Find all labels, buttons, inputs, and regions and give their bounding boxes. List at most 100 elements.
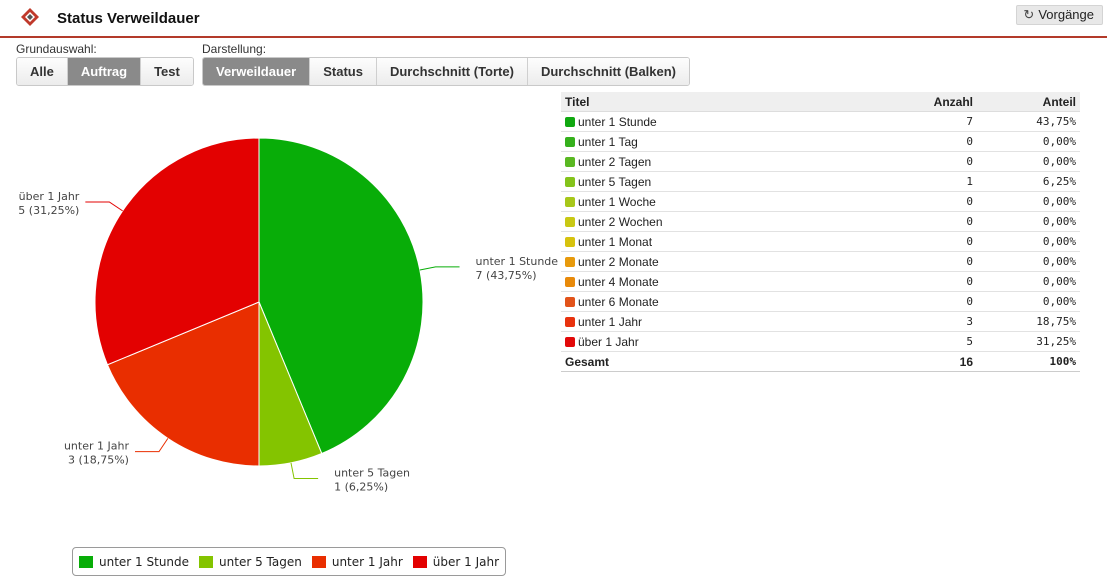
row-title: über 1 Jahr xyxy=(578,334,639,349)
pie-slice[interactable] xyxy=(94,137,260,366)
pie-label-value: 1 (6,25%) xyxy=(334,481,388,494)
table-row: unter 2 Tagen 0 0,00% xyxy=(561,151,1080,172)
verweildauer-table: Titel Anzahl Anteil unter 1 Stunde 7 43,75… xyxy=(561,92,1080,372)
pie-leader-line xyxy=(134,438,169,453)
cell-anzahl: 0 xyxy=(869,131,977,152)
cell-titel: unter 2 Wochen xyxy=(561,211,869,232)
row-title: unter 2 Monate xyxy=(578,254,659,269)
column-header-anzahl: Anzahl xyxy=(869,92,977,112)
page-title: Status Verweildauer xyxy=(57,10,200,27)
cell-anteil: 0,00% xyxy=(977,291,1080,312)
cell-anteil: 0,00% xyxy=(977,231,1080,252)
pie-slice[interactable] xyxy=(106,301,260,467)
legend-swatch xyxy=(311,555,326,568)
app-logo-icon xyxy=(21,8,39,26)
row-title: unter 5 Tagen xyxy=(578,174,652,189)
darstellung-label: Darstellung: xyxy=(202,42,267,56)
row-title: unter 2 Wochen xyxy=(578,214,663,229)
table-row: unter 1 Tag 0 0,00% xyxy=(561,131,1080,152)
pie-label-name: unter 1 Stunde xyxy=(476,255,559,268)
table-row: unter 2 Wochen 0 0,00% xyxy=(561,211,1080,232)
vorgaenge-button[interactable]: ↻ Vorgänge xyxy=(1016,5,1103,25)
cell-anteil: 18,75% xyxy=(977,311,1080,332)
row-title: unter 1 Monat xyxy=(578,234,653,249)
darstellung-option-durchschnitt-torte[interactable]: Durchschnitt (Torte) xyxy=(376,58,528,85)
color-swatch xyxy=(565,156,575,167)
table-header-row: Titel Anzahl Anteil xyxy=(561,92,1080,112)
cell-titel: unter 1 Monat xyxy=(561,231,869,252)
color-swatch xyxy=(565,276,575,287)
legend-item[interactable]: unter 1 Stunde xyxy=(79,555,189,569)
darstellung-option-verweildauer[interactable]: Verweildauer xyxy=(203,58,311,85)
grundauswahl-option-auftrag[interactable]: Auftrag xyxy=(67,58,142,85)
cell-anzahl: 3 xyxy=(869,311,977,332)
color-swatch xyxy=(565,196,575,207)
table-row: unter 1 Stunde 7 43,75% xyxy=(561,111,1080,132)
cell-titel: unter 4 Monate xyxy=(561,271,869,292)
legend-item[interactable]: unter 5 Tagen xyxy=(199,555,302,569)
cell-anteil: 0,00% xyxy=(977,131,1080,152)
cell-anteil: 0,00% xyxy=(977,211,1080,232)
darstellung-selector: Verweildauer Status Durchschnitt (Torte)… xyxy=(202,57,691,86)
page-header: Status Verweildauer ↻ Vorgänge xyxy=(0,0,1107,38)
row-title: unter 1 Jahr xyxy=(578,314,643,329)
table-row: unter 2 Monate 0 0,00% xyxy=(561,251,1080,272)
legend-swatch xyxy=(412,555,427,568)
cell-anzahl: 7 xyxy=(869,111,977,132)
legend-label: unter 5 Tagen xyxy=(219,554,302,569)
darstellung-option-status[interactable]: Status xyxy=(310,58,377,85)
cell-anzahl: 0 xyxy=(869,251,977,272)
row-title: unter 4 Monate xyxy=(578,274,659,289)
row-title: unter 2 Tagen xyxy=(578,154,652,169)
legend-swatch xyxy=(79,555,93,568)
legend-label: über 1 Jahr xyxy=(432,554,500,569)
cell-anteil: 31,25% xyxy=(977,331,1080,352)
cell-anzahl: 0 xyxy=(869,151,977,172)
legend-label: unter 1 Stunde xyxy=(99,554,190,569)
cell-anteil: 43,75% xyxy=(977,111,1080,132)
table-row: über 1 Jahr 5 31,25% xyxy=(561,331,1080,352)
pie-label-value: 3 (18,75%) xyxy=(68,454,129,467)
legend-label: unter 1 Jahr xyxy=(331,554,403,569)
cell-titel: unter 1 Stunde xyxy=(561,111,869,132)
cell-titel: unter 1 Jahr xyxy=(561,311,869,332)
legend-item[interactable]: über 1 Jahr xyxy=(412,554,500,569)
pie-label-value: 5 (31,25%) xyxy=(18,204,79,217)
table-row: unter 4 Monate 0 0,00% xyxy=(561,271,1080,292)
cell-anteil: 0,00% xyxy=(977,271,1080,292)
table-row: unter 1 Monat 0 0,00% xyxy=(561,231,1080,252)
row-title: unter 1 Tag xyxy=(578,134,638,149)
cell-titel: unter 6 Monate xyxy=(561,291,869,312)
cell-anzahl: 0 xyxy=(869,191,977,212)
color-swatch xyxy=(565,296,575,307)
color-swatch xyxy=(565,116,575,127)
cell-titel: unter 1 Woche xyxy=(561,191,869,212)
table-row: unter 1 Jahr 3 18,75% xyxy=(561,311,1080,332)
legend-swatch xyxy=(199,555,214,568)
cell-anteil: 0,00% xyxy=(977,251,1080,272)
pie-slice[interactable] xyxy=(258,137,424,455)
darstellung-option-durchschnitt-balken[interactable]: Durchschnitt (Balken) xyxy=(527,58,690,85)
cell-anteil: 6,25% xyxy=(977,171,1080,192)
cell-anzahl: 1 xyxy=(869,171,977,192)
table-row: unter 5 Tagen 1 6,25% xyxy=(561,171,1080,192)
cell-anzahl: 0 xyxy=(869,211,977,232)
column-header-anteil: Anteil xyxy=(977,92,1080,112)
table-row: unter 1 Woche 0 0,00% xyxy=(561,191,1080,212)
grundauswahl-option-test[interactable]: Test xyxy=(141,58,193,85)
cell-titel: über 1 Jahr xyxy=(561,331,869,352)
legend-item[interactable]: unter 1 Jahr xyxy=(311,554,403,569)
cell-titel: unter 2 Tagen xyxy=(561,151,869,172)
row-title: unter 1 Stunde xyxy=(578,114,657,129)
column-header-titel: Titel xyxy=(561,92,869,112)
color-swatch xyxy=(565,316,575,327)
pie-label-value: 7 (43,75%) xyxy=(476,269,537,282)
grundauswahl-option-alle[interactable]: Alle xyxy=(17,58,68,85)
table-row: unter 6 Monate 0 0,00% xyxy=(561,291,1080,312)
row-title: unter 6 Monate xyxy=(578,294,659,309)
grundauswahl-label: Grundauswahl: xyxy=(16,42,97,56)
cell-titel: unter 1 Tag xyxy=(561,131,869,152)
total-count: 16 xyxy=(869,351,977,372)
cell-anzahl: 0 xyxy=(869,271,977,292)
